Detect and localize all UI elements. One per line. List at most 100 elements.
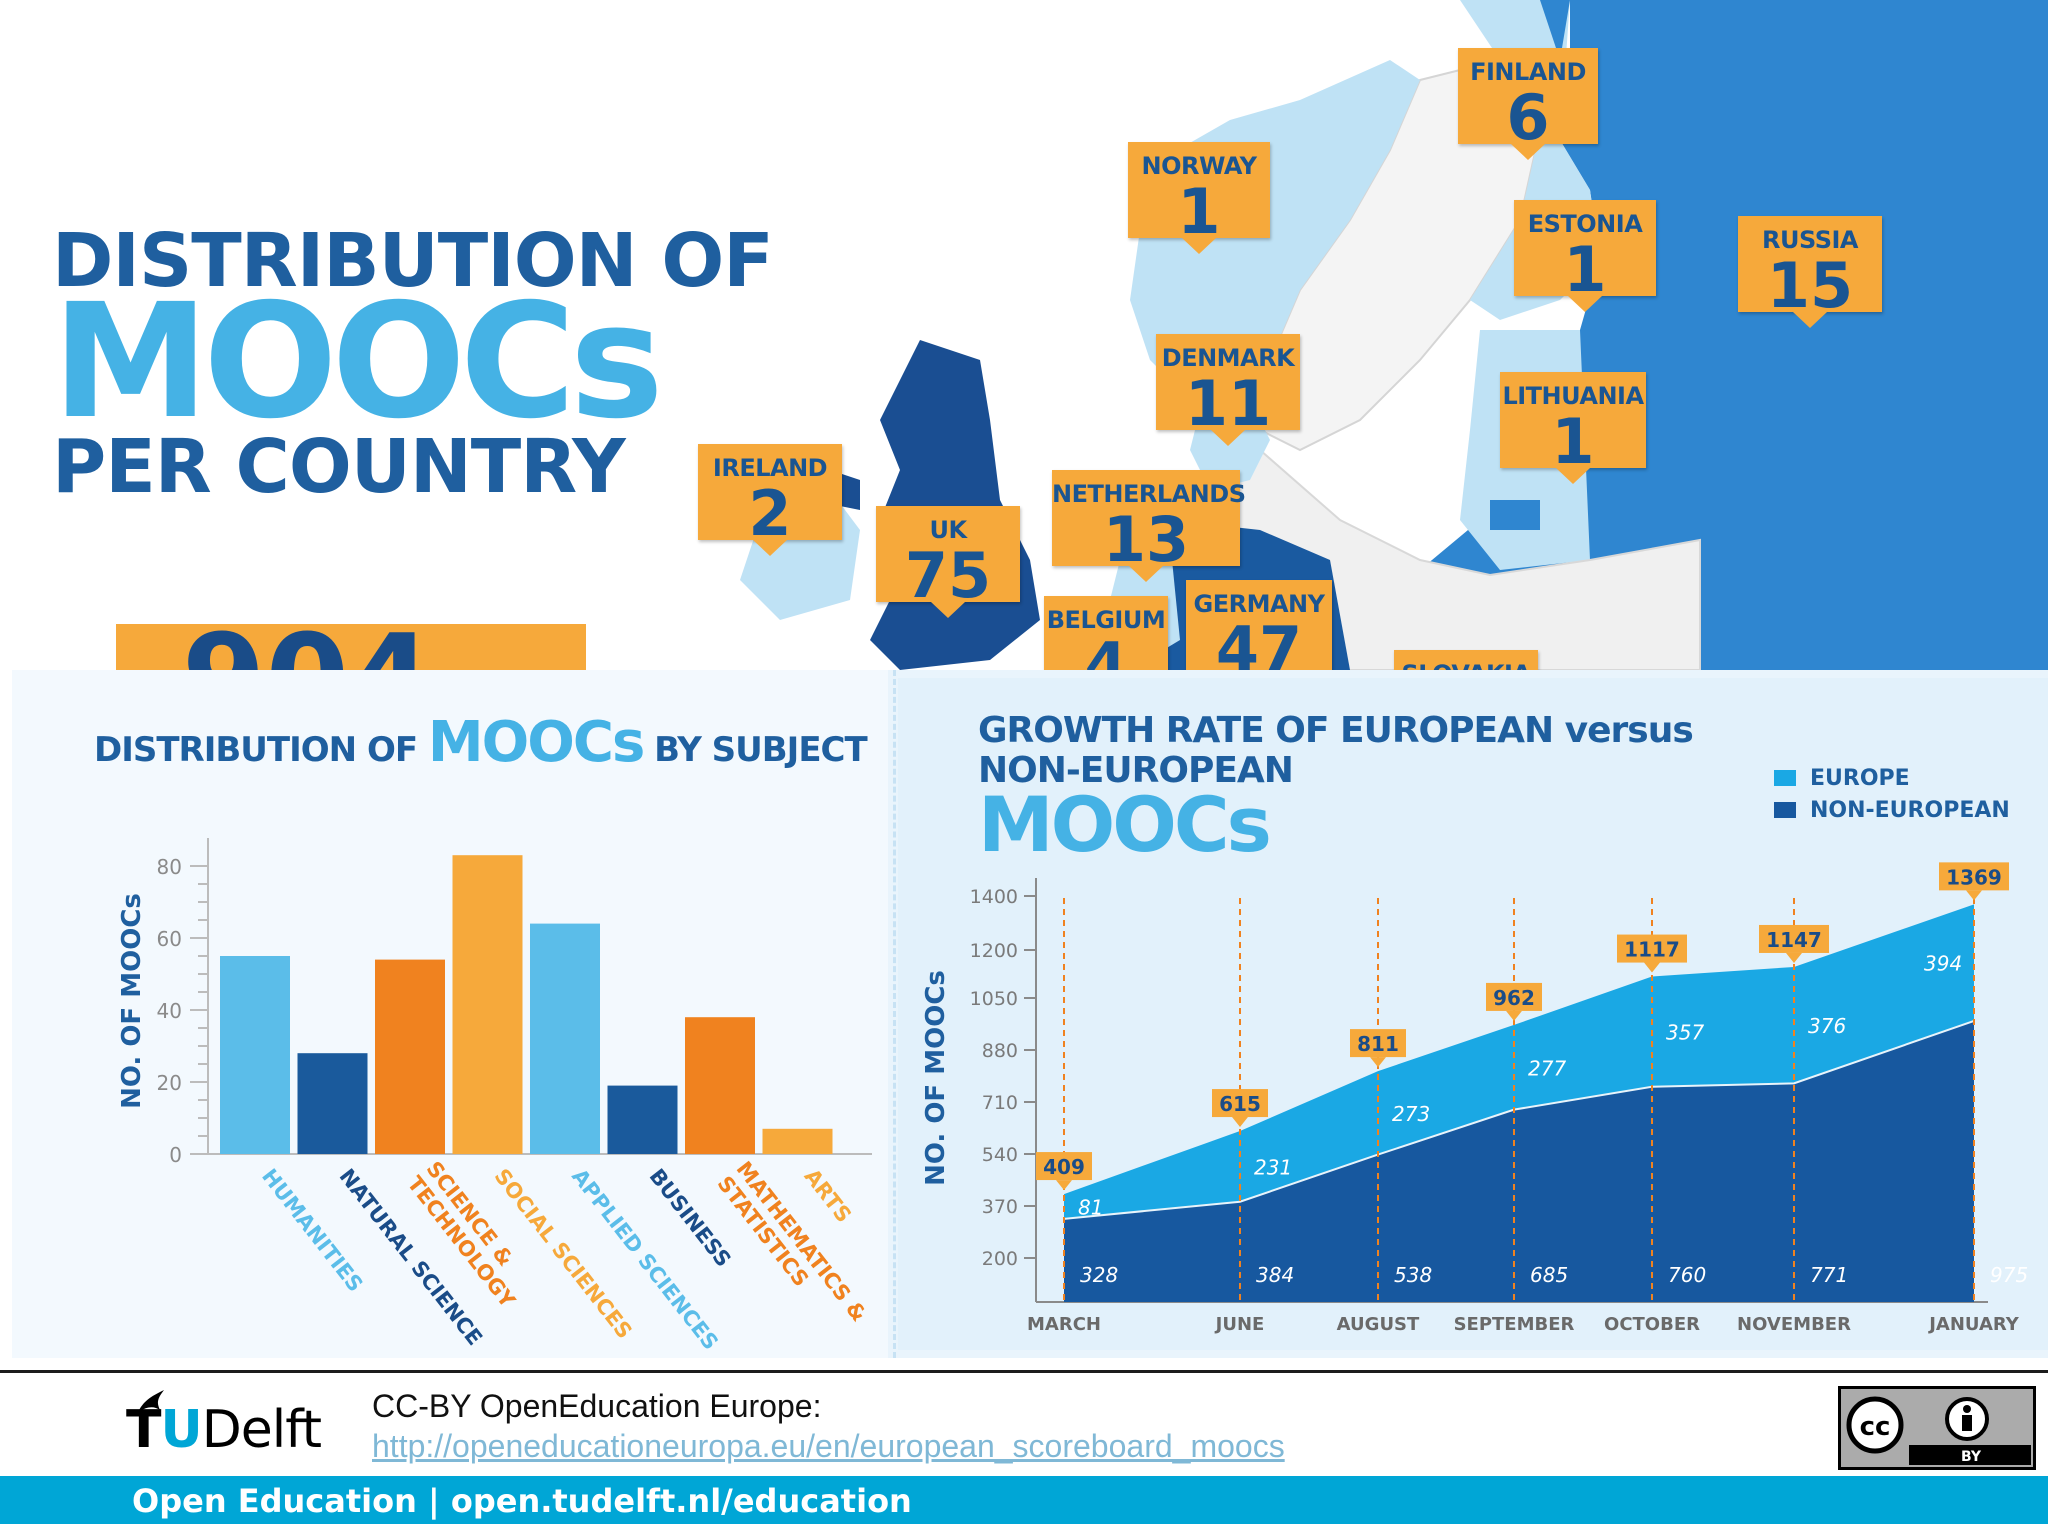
footer-divider xyxy=(0,1370,2048,1373)
growth-title-line-1: GROWTH RATE OF EUROPEAN versus xyxy=(978,710,1694,751)
source-link[interactable]: http://openeducationeuropa.eu/en/europea… xyxy=(372,1428,1285,1464)
tudelft-logo[interactable]: TUDelft xyxy=(126,1386,336,1466)
x-tick-label: MARCH xyxy=(1027,1314,1101,1335)
y-tick-label: 40 xyxy=(157,999,182,1023)
y-tick-label: 200 xyxy=(982,1248,1018,1270)
data-label-non-european: 685 xyxy=(1530,1263,1568,1287)
total-callout-pointer xyxy=(1232,1117,1248,1128)
y-tick-label: 20 xyxy=(157,1071,182,1095)
growth-title-line-2: NON-EUROPEAN xyxy=(978,750,1294,791)
country-tag-lithuania: LITHUANIA 1 xyxy=(1500,372,1646,484)
country-name: ESTONIA xyxy=(1527,210,1643,238)
growth-area-chart: 200 370 540 710 880 1050 1200 1400 NO. OF MOOCs M… xyxy=(921,862,2028,1335)
x-tick-label: NOVEMBER xyxy=(1737,1314,1851,1335)
charts-section: DISTRIBUTION OF MOOCs BY SUBJECT 0 20 40 60… xyxy=(12,670,2048,1358)
logo-t: T xyxy=(126,1400,161,1460)
data-label-non-european: 975 xyxy=(1990,1263,2028,1287)
bar-7 xyxy=(685,1017,755,1154)
total-callout-pointer xyxy=(1966,890,1982,901)
y-tick-label: 0 xyxy=(169,1143,182,1167)
total-callout-box xyxy=(1617,934,1687,963)
subject-title-pre: DISTRIBUTION OF xyxy=(94,730,418,770)
total-label: 1117 xyxy=(1624,938,1680,962)
country-value: 11 xyxy=(1184,367,1272,440)
total-callout-pointer xyxy=(1056,1180,1072,1191)
footer-bar: Open Education | open.tudelft.nl/educati… xyxy=(0,1476,2048,1524)
bar-2 xyxy=(297,1053,368,1154)
total-label: 1147 xyxy=(1766,928,1822,952)
country-tag-uk: UK 75 xyxy=(876,506,1020,618)
map-title-line-3: PER COUNTRY xyxy=(52,424,626,510)
country-tag-finland: FINLAND 6 xyxy=(1458,48,1598,160)
total-callout-pointer xyxy=(1786,952,1802,963)
country-value: 47 xyxy=(1215,613,1303,671)
map-title-moocs: MOOCs xyxy=(52,270,664,454)
data-label-europe: 273 xyxy=(1392,1102,1430,1126)
x-tick-label: JANUARY xyxy=(1927,1314,2020,1335)
country-value: 6 xyxy=(1506,81,1550,154)
area-non-european xyxy=(1064,1020,1974,1302)
map-title-line-1: DISTRIBUTION OF xyxy=(52,218,774,304)
y-tick-label: 1050 xyxy=(970,988,1018,1010)
total-label: 409 xyxy=(1043,1155,1085,1179)
y-tick-label: 370 xyxy=(982,1196,1018,1218)
category-label: APPLIED SCIENCES xyxy=(567,1164,723,1354)
flame-icon xyxy=(138,1390,164,1412)
country-tag-russia: RUSSIA 15 xyxy=(1738,216,1882,328)
country-value: 2 xyxy=(748,477,792,550)
country-value: 1 xyxy=(1563,233,1607,306)
map-finland-north xyxy=(1540,0,1570,60)
tudelft-wordmark: TUDelft xyxy=(126,1400,322,1460)
footer-bottom-strip xyxy=(0,1524,2048,1536)
total-callout-pointer xyxy=(1644,962,1660,973)
y-tick-label: 1400 xyxy=(970,886,1018,908)
total-callout-box xyxy=(1486,982,1542,1011)
y-tick-label: 540 xyxy=(982,1144,1018,1166)
x-tick-label: JUNE xyxy=(1214,1314,1265,1335)
country-tag-belgium: BELGIUM 4 xyxy=(1044,596,1168,670)
country-name: NETHERLANDS xyxy=(1052,480,1246,508)
data-label-non-european: 538 xyxy=(1394,1263,1432,1287)
country-name: SLOVAKIA xyxy=(1394,660,1538,670)
bar-4 xyxy=(452,855,523,1154)
legend-item-europe: EUROPE xyxy=(1774,762,2010,794)
data-label-europe: 394 xyxy=(1924,952,1962,976)
country-value: 1 xyxy=(1177,175,1221,248)
growth-chart-panel: GROWTH RATE OF EUROPEAN versus NON-EUROP… xyxy=(898,678,2048,1350)
country-tag-estonia: ESTONIA 1 xyxy=(1514,200,1656,312)
x-tick-label: AUGUST xyxy=(1337,1314,1420,1335)
map-baltics-dark xyxy=(1490,500,1540,530)
y-tick-label: 1200 xyxy=(970,940,1018,962)
country-name: BELGIUM xyxy=(1046,606,1166,634)
legend-item-non-european: NON-EUROPEAN xyxy=(1774,794,2010,826)
total-banner: 904 xyxy=(116,610,586,670)
bar-1 xyxy=(220,956,290,1154)
country-tag-norway: NORWAY 1 xyxy=(1128,142,1270,254)
country-value: 13 xyxy=(1102,503,1190,576)
map-section: DISTRIBUTION OF MOOCs PER COUNTRY FINLAN… xyxy=(0,0,2048,670)
legend-label: EUROPE xyxy=(1810,765,1910,791)
data-label-europe: 357 xyxy=(1666,1021,1704,1045)
y-tick-label: 80 xyxy=(157,855,182,879)
total-label: 1369 xyxy=(1946,865,2002,889)
total-label: 811 xyxy=(1357,1032,1399,1056)
country-tag-germany: GERMANY 47 xyxy=(1186,580,1332,670)
country-value: 15 xyxy=(1766,249,1854,322)
bar-5 xyxy=(530,923,600,1154)
country-name: IRELAND xyxy=(712,454,828,482)
country-name: LITHUANIA xyxy=(1502,382,1644,410)
y-tick-label: 60 xyxy=(157,927,182,951)
growth-legend: EUROPE NON-EUROPEAN xyxy=(1774,762,2010,826)
category-label: ARTS xyxy=(800,1164,856,1227)
total-callout-box xyxy=(1212,1089,1268,1118)
data-label-non-european: 771 xyxy=(1810,1263,1848,1287)
y-tick-label: 710 xyxy=(982,1092,1018,1114)
legend-swatch-europe xyxy=(1774,770,1796,786)
data-label-europe: 231 xyxy=(1254,1155,1292,1179)
logo-delft: Delft xyxy=(201,1400,322,1460)
data-label-europe: 277 xyxy=(1528,1056,1566,1080)
total-label: 615 xyxy=(1219,1092,1261,1116)
category-label: MATHEMATICS &STATISTICS xyxy=(713,1157,871,1341)
total-callout-box xyxy=(1350,1029,1406,1058)
